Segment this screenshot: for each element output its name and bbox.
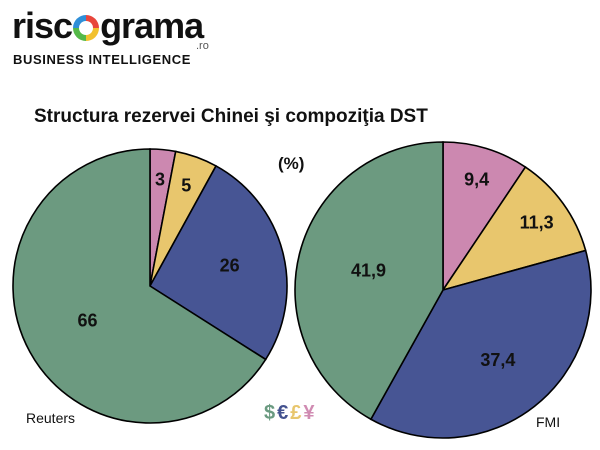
source-left: Reuters	[26, 410, 76, 426]
logo-tagline: BUSINESS INTELLIGENCE	[13, 52, 192, 67]
pie0-label-0: 3	[155, 170, 165, 190]
unit-label: (%)	[278, 154, 305, 173]
pie1-slice-2	[369, 249, 592, 439]
logo-suffix: .ro	[196, 40, 209, 52]
logo-ring-icon	[73, 15, 100, 41]
pie0-slice-3	[12, 148, 267, 424]
pie1-label-0: 9,4	[464, 170, 489, 190]
pie1-slice-1	[441, 165, 587, 292]
logo-word-left: risc	[12, 5, 73, 46]
logo-wordmark: risc grama	[12, 5, 204, 46]
currency-symbols: $ € £ ¥	[264, 402, 317, 425]
currency-symbol-3: ¥	[303, 402, 315, 424]
pie1-label-2: 37,4	[480, 350, 515, 370]
currency-symbol-2: £	[290, 402, 302, 424]
pie0-label-3: 66	[78, 310, 98, 330]
currency-symbol-1: €	[277, 402, 289, 424]
pie0-slice-2	[148, 164, 288, 361]
pie1-label-3: 41,9	[351, 261, 386, 281]
pie1-slice-3	[294, 141, 444, 421]
pie0-label-1: 5	[181, 175, 191, 195]
source-right: FMI	[536, 414, 561, 430]
pie0-label-2: 26	[220, 256, 240, 276]
chart-title: Structura rezervei Chinei şi compoziţia …	[34, 106, 428, 127]
logo: risc grama .ro BUSINESS INTELLIGENCE	[12, 5, 212, 68]
currency-symbol-0: $	[264, 402, 276, 424]
pie1-slice-0	[442, 141, 527, 293]
logo-word-right: grama	[100, 5, 204, 46]
pie1-label-1: 11,3	[520, 212, 554, 232]
